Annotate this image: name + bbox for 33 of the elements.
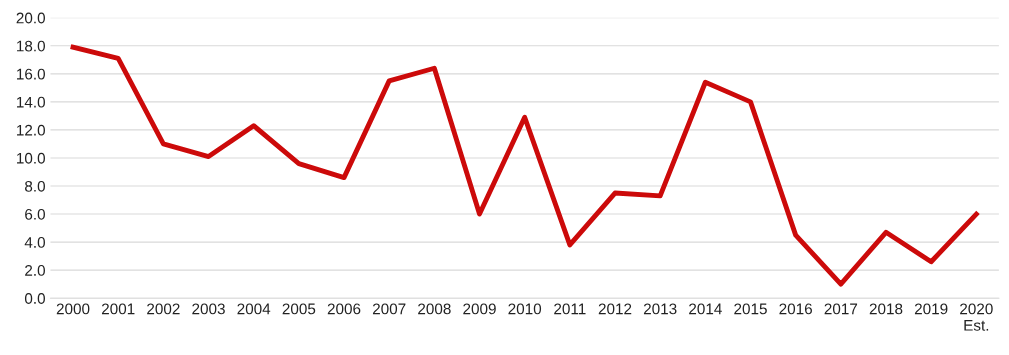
x-tick-label: 2012 (598, 303, 632, 315)
x-tick-label: 2000 (56, 303, 90, 315)
y-tick-label: 8.0 (25, 180, 45, 192)
x-tick-label: 2008 (418, 303, 451, 315)
x-tick-label: 2010 (508, 303, 542, 315)
x-tick-label: 2009 (463, 303, 496, 315)
x-tick-label: 2013 (643, 303, 677, 315)
line-series (70, 44, 979, 287)
x-tick-label: 2004 (237, 303, 271, 315)
y-tick-label: 14.0 (17, 96, 45, 108)
x-tick-label: 2018 (869, 303, 903, 315)
x-tick-label: 2011 (554, 303, 586, 315)
x-tick-label: 2016 (779, 303, 812, 315)
x-tick-label: 2019 (914, 303, 948, 315)
x-tick-label: 2014 (689, 303, 722, 315)
y-tick-label: 6.0 (25, 208, 45, 220)
y-tick-label: 16.0 (17, 68, 45, 80)
x-tick-label: 2002 (147, 303, 180, 315)
x-tick-label: 2006 (327, 303, 361, 315)
x-tick-label: 2015 (734, 303, 767, 315)
y-tick-label: 2.0 (25, 265, 45, 276)
x-tick-label: 2005 (282, 303, 316, 315)
y-tick-label: 18.0 (17, 40, 45, 52)
y-tick-label: 0.0 (24, 293, 45, 304)
x-tick-label: 2007 (372, 303, 406, 315)
x-tick-label: 2020 Est. (960, 303, 993, 331)
y-tick-label: 20.0 (16, 12, 45, 24)
y-tick-label: 12.0 (17, 124, 45, 136)
y-tick-label: 4.0 (24, 236, 45, 248)
x-tick-label: 2001 (101, 303, 135, 315)
x-tick-label: 2017 (824, 303, 858, 315)
y-tick-label: 10.0 (17, 152, 45, 164)
x-tick-label: 2003 (192, 303, 225, 315)
